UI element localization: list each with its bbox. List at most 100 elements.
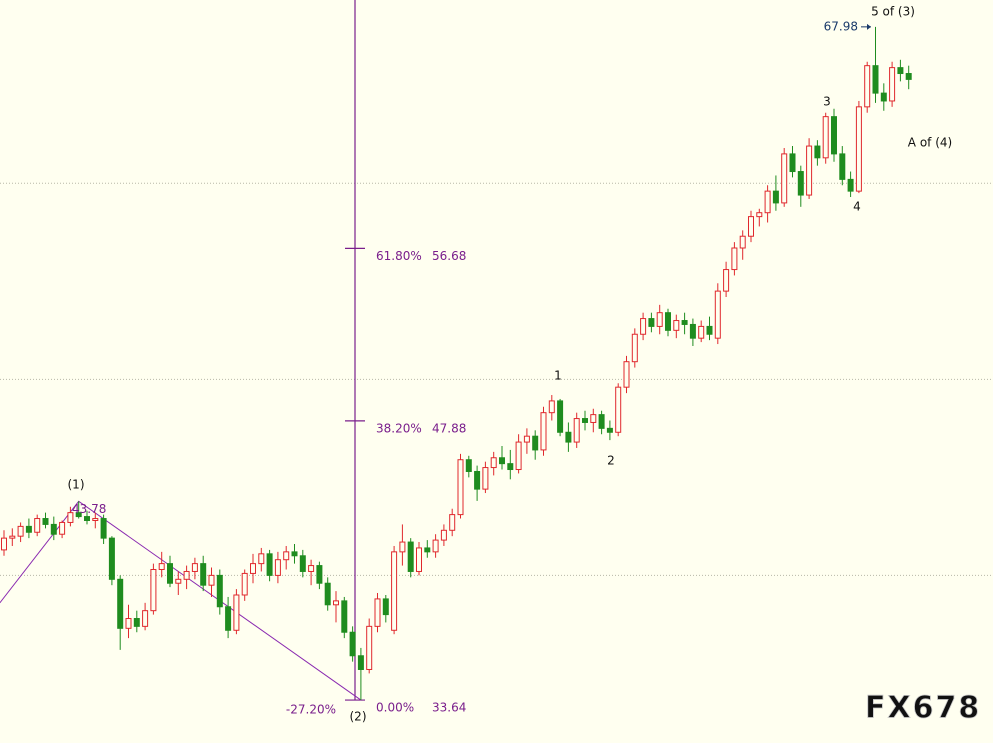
fib-ratio-label: 38.20% [376, 421, 422, 435]
candle-body [706, 325, 713, 335]
candle-body [814, 145, 821, 159]
wave-label: A of (4) [908, 136, 952, 150]
fib-ratio-label: 0.00% [376, 701, 414, 715]
candle-body [665, 312, 671, 331]
candle-body [274, 559, 281, 576]
candle-body [299, 555, 306, 572]
candle-body [424, 547, 431, 553]
wave-label: 3 [823, 95, 831, 109]
fib-price-label: 47.88 [432, 421, 466, 435]
candle-body [416, 547, 422, 572]
candle-body [333, 600, 339, 606]
candle-body [714, 290, 721, 339]
candle-body [208, 574, 215, 586]
candle-body [731, 247, 738, 271]
price-label: 43.78 [72, 502, 106, 516]
candle-body [756, 212, 763, 218]
wave-label: (2) [350, 710, 367, 724]
candle-body [864, 65, 871, 108]
candle-body [656, 312, 663, 327]
candle-body [158, 563, 165, 571]
candle-body [50, 523, 57, 535]
fib-price-label: 33.64 [432, 701, 466, 715]
candle-body [366, 625, 373, 670]
candle-body [399, 541, 406, 553]
candle-body [515, 441, 522, 471]
candle-body [465, 459, 472, 472]
candle-body [142, 610, 149, 627]
candle-body [889, 67, 896, 102]
candle-body [233, 594, 240, 631]
candle-body [723, 269, 730, 292]
candle-body [391, 551, 398, 631]
candle-body [748, 216, 754, 237]
candle-body [84, 516, 90, 521]
candle-body [250, 563, 256, 574]
candle-body [175, 578, 182, 584]
candle-body [382, 598, 389, 616]
fib-price-label: 56.68 [432, 249, 466, 263]
candle-body [1, 537, 7, 551]
candle-body [457, 459, 464, 516]
candle-body [615, 386, 622, 433]
candle-body [507, 463, 514, 471]
candle-body [847, 178, 854, 192]
candle-body [548, 400, 555, 414]
candle-body [822, 116, 829, 159]
candle-body [482, 467, 489, 490]
candle-body [523, 435, 530, 443]
candle-body [407, 541, 414, 572]
candle-body [25, 525, 32, 533]
candle-body [258, 553, 265, 565]
candle-body [764, 190, 771, 214]
candle-body [59, 521, 66, 535]
candle-body [200, 563, 207, 586]
candle-body [897, 67, 904, 75]
candle-body [241, 572, 248, 596]
candle-body [167, 563, 173, 584]
candle-body [108, 537, 115, 580]
candle-body [34, 518, 41, 533]
wave-label: (1) [68, 478, 85, 492]
candle-body [806, 145, 813, 196]
candle-body [831, 116, 837, 155]
candle-body [440, 529, 447, 541]
candle-body [557, 400, 564, 433]
candle-body [474, 470, 481, 490]
candle-body [797, 171, 804, 196]
candle-body [357, 655, 364, 670]
candle-body [499, 457, 505, 465]
wave-label: 5 of (3) [871, 5, 915, 19]
candle-body [872, 65, 879, 94]
candle-body [92, 518, 99, 521]
candle-body [839, 153, 846, 180]
candle-body [117, 578, 124, 629]
candle-body [291, 551, 298, 557]
candle-body [42, 518, 49, 525]
candle-body [266, 553, 273, 576]
candle-body [316, 565, 323, 584]
candle-body [283, 551, 290, 561]
candle-body [349, 631, 356, 657]
fib-ratio-label: 61.80% [376, 249, 422, 263]
candle-body [772, 190, 779, 204]
candle-body [739, 235, 746, 249]
candle-body [308, 565, 315, 572]
candle-body [689, 323, 696, 339]
candle-body [9, 535, 16, 539]
candle-body [582, 418, 588, 423]
candle-body [75, 512, 82, 518]
candle-body [100, 518, 107, 539]
candle-body [374, 598, 381, 627]
wave-label: 1 [554, 369, 562, 383]
price-label: 67.98 [824, 19, 858, 33]
candle-body [133, 618, 140, 627]
candle-body [631, 333, 638, 363]
candle-body [150, 569, 157, 612]
candle-body [191, 563, 198, 572]
candle-body [905, 73, 912, 80]
candle-body [341, 600, 348, 633]
candle-body [532, 435, 539, 451]
candle-body [681, 320, 688, 325]
